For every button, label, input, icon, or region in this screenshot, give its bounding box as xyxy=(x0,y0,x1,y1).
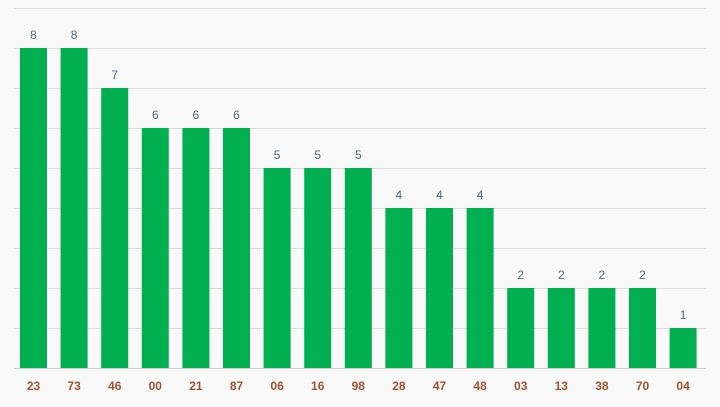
value-label-03: 2 xyxy=(517,268,524,282)
bar-03 xyxy=(507,288,535,368)
value-label-00: 6 xyxy=(152,108,159,122)
bar-38 xyxy=(588,288,616,368)
bar-23 xyxy=(20,48,47,368)
value-label-73: 8 xyxy=(71,28,78,42)
category-label-87: 87 xyxy=(230,379,244,393)
category-label-03: 03 xyxy=(514,379,528,393)
category-label-00: 00 xyxy=(149,379,163,393)
value-label-28: 4 xyxy=(396,188,403,202)
category-label-48: 48 xyxy=(473,379,487,393)
bar-04 xyxy=(669,328,697,368)
category-label-46: 46 xyxy=(108,379,122,393)
value-label-38: 2 xyxy=(599,268,606,282)
value-label-06: 5 xyxy=(274,148,281,162)
bar-70 xyxy=(629,288,656,368)
value-label-70: 2 xyxy=(639,268,646,282)
bar-21 xyxy=(182,128,210,368)
category-label-70: 70 xyxy=(636,379,650,393)
category-label-73: 73 xyxy=(67,379,81,393)
value-label-46: 7 xyxy=(111,68,118,82)
value-label-04: 1 xyxy=(680,308,687,322)
bar-98 xyxy=(344,168,372,368)
value-label-98: 5 xyxy=(355,148,362,162)
bar-73 xyxy=(60,48,88,368)
value-label-48: 4 xyxy=(477,188,484,202)
value-label-21: 6 xyxy=(193,108,200,122)
category-label-23: 23 xyxy=(27,379,41,393)
category-label-06: 06 xyxy=(270,379,284,393)
category-label-38: 38 xyxy=(595,379,609,393)
value-labels: 8 8 7 6 6 6 5 5 5 4 4 4 2 2 2 2 1 xyxy=(30,28,687,322)
bar-16 xyxy=(304,168,332,368)
bar-00 xyxy=(141,128,169,368)
category-label-28: 28 xyxy=(392,379,406,393)
category-label-21: 21 xyxy=(189,379,203,393)
category-label-13: 13 xyxy=(555,379,569,393)
category-label-98: 98 xyxy=(352,379,366,393)
bar-28 xyxy=(385,208,413,368)
category-label-47: 47 xyxy=(433,379,447,393)
category-label-04: 04 xyxy=(676,379,690,393)
bar-87 xyxy=(223,128,250,368)
bar-46 xyxy=(101,88,129,368)
bar-48 xyxy=(466,208,494,368)
value-label-23: 8 xyxy=(30,28,37,42)
category-labels: 23 73 46 00 21 87 06 16 98 28 47 48 03 13 38 70 04 xyxy=(27,379,690,393)
category-label-16: 16 xyxy=(311,379,325,393)
value-label-13: 2 xyxy=(558,268,565,282)
value-label-87: 6 xyxy=(233,108,240,122)
bar-13 xyxy=(547,288,575,368)
bars xyxy=(20,48,697,368)
value-label-47: 4 xyxy=(436,188,443,202)
bar-47 xyxy=(426,208,453,368)
bar-06 xyxy=(263,168,291,368)
value-label-16: 5 xyxy=(314,148,321,162)
